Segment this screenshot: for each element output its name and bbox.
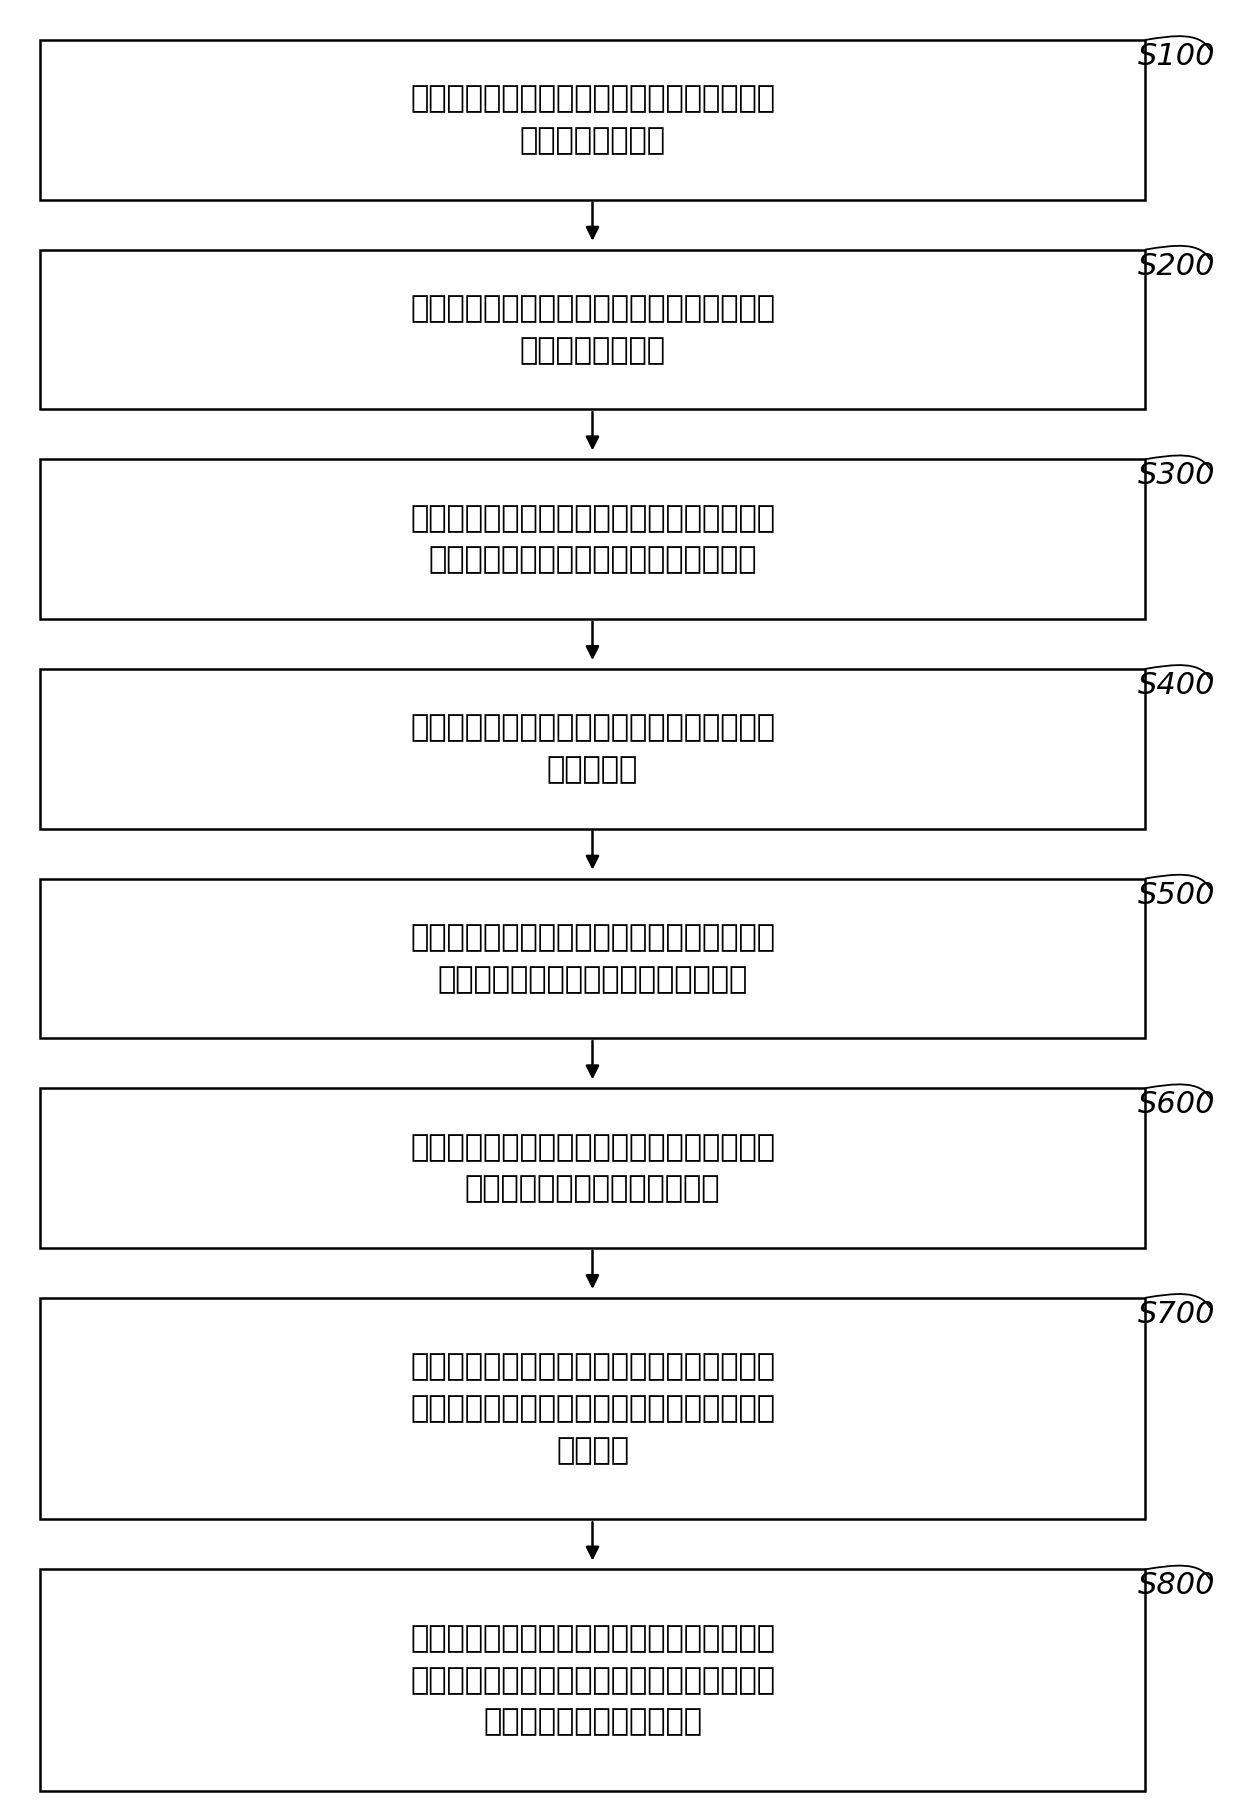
Text: 综合管理器接收所述实时监控数据和实时视频
监控数据；: 综合管理器接收所述实时监控数据和实时视频 监控数据；	[410, 714, 775, 785]
Bar	[40, 249, 1145, 409]
Text: S500: S500	[1137, 881, 1215, 910]
Text: S800: S800	[1137, 1571, 1215, 1600]
Text: S100: S100	[1137, 42, 1215, 71]
Text: S700: S700	[1137, 1300, 1215, 1329]
Text: S200: S200	[1137, 252, 1215, 281]
Bar	[40, 668, 1145, 828]
Bar	[40, 1298, 1145, 1520]
Text: 分别建立机房监控系统、视频监控系统与综合
管理器的连接关系: 分别建立机房监控系统、视频监控系统与综合 管理器的连接关系	[410, 294, 775, 365]
Text: 通过综合管理器构建并展示与机房设备分布相
应的机房三维模型: 通过综合管理器构建并展示与机房设备分布相 应的机房三维模型	[410, 85, 775, 154]
Text: S600: S600	[1137, 1090, 1215, 1119]
Text: 若超过预设阈值，则获取所述实时监控数据对
应的设备信息和对所述设备进行监控拍摄的摄
像机信息: 若超过预设阈值，则获取所述实时监控数据对 应的设备信息和对所述设备进行监控拍摄的…	[410, 1353, 775, 1466]
Text: S300: S300	[1137, 461, 1215, 490]
Text: 将所述实时监控数据和实时视频监控数据在所
述机房三维模型对应的设备上进行标识: 将所述实时监控数据和实时视频监控数据在所 述机房三维模型对应的设备上进行标识	[410, 923, 775, 993]
Bar	[40, 459, 1145, 619]
Bar	[40, 1088, 1145, 1248]
Text: 综合管理器接收实时监控数据的同时判断所述
实时监控数据是否超过预设阈值: 综合管理器接收实时监控数据的同时判断所述 实时监控数据是否超过预设阈值	[410, 1133, 775, 1204]
Bar	[40, 879, 1145, 1039]
Bar	[40, 40, 1145, 200]
Text: 机房监控系统和视频监控系统分别发送实时监
控数据和实时视频监控数据至综合管理器: 机房监控系统和视频监控系统分别发送实时监 控数据和实时视频监控数据至综合管理器	[410, 503, 775, 574]
Text: 综合管理器在所述机房三维模型的对应设备和
摄像机进行警告提示，自动调用所述摄像机信
息的实时视频图像进行显示: 综合管理器在所述机房三维模型的对应设备和 摄像机进行警告提示，自动调用所述摄像机…	[410, 1624, 775, 1736]
Bar	[40, 1569, 1145, 1791]
Text: S400: S400	[1137, 670, 1215, 699]
